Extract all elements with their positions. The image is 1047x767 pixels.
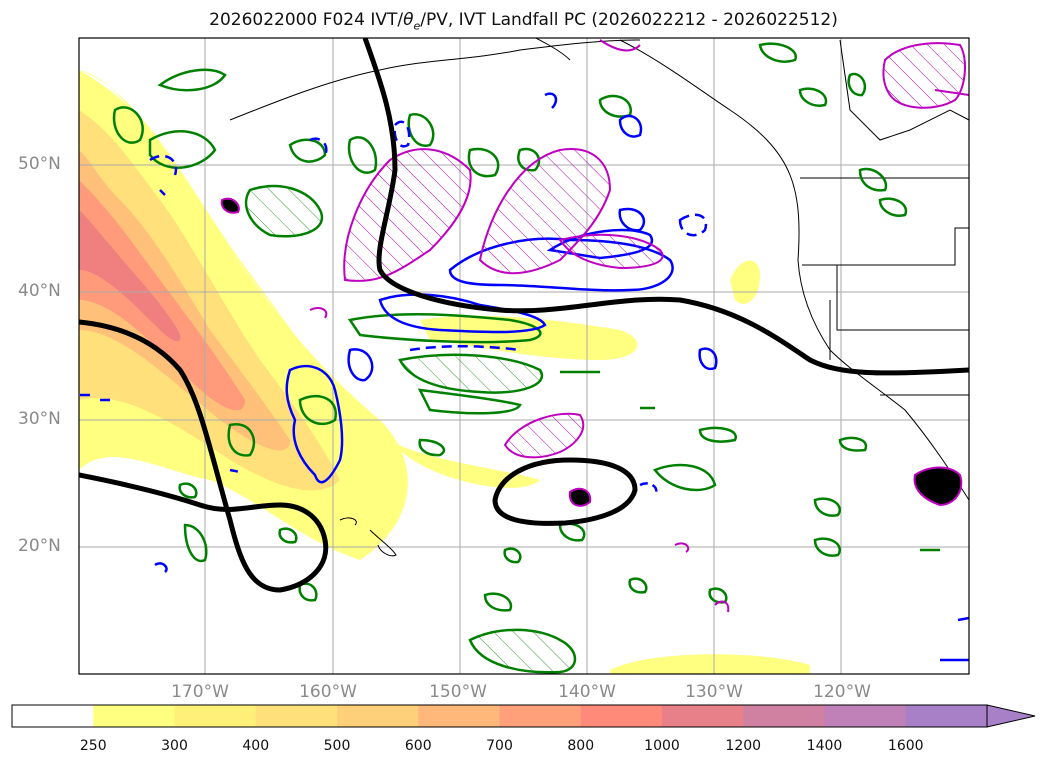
colorbar-tick-label: 300 [161, 738, 188, 754]
colorbar-segment [905, 705, 988, 727]
colorbar-tick-label: 800 [567, 738, 595, 754]
colorbar-segment [743, 705, 825, 727]
colorbar-tick-label: 500 [323, 738, 351, 754]
lat-label-50: 50°N [18, 154, 61, 174]
colorbar-tick-label: 250 [79, 738, 107, 754]
landfall-pc-contours [220, 39, 969, 613]
lat-label-20: 20°N [18, 536, 61, 556]
colorbar-segment [93, 705, 175, 727]
colorbar-tick-label: 700 [486, 738, 513, 754]
lon-label-170: 170°W [171, 682, 229, 702]
colorbar-segment [337, 705, 419, 727]
colorbar-segment [499, 705, 582, 727]
colorbar-tick-label: 1000 [644, 738, 680, 754]
lat-label-30: 30°N [18, 409, 61, 429]
lon-label-140: 140°W [558, 682, 616, 702]
colorbar-segment [662, 705, 744, 727]
lon-label-130: 130°W [685, 682, 743, 702]
lat-label-40: 40°N [18, 281, 61, 301]
colorbar-segment [824, 705, 907, 727]
lon-label-160: 160°W [299, 682, 357, 702]
colorbar-extend-arrow [986, 704, 1036, 728]
colorbar-segment [255, 705, 338, 727]
colorbar-tick-label: 400 [242, 738, 270, 754]
title-theta: θ [403, 10, 414, 30]
colorbar-segment [12, 705, 94, 727]
lon-label-150: 150°W [429, 682, 487, 702]
title-rest: /PV, IVT Landfall PC (2026022212 - 20260… [420, 10, 838, 30]
map-layers [79, 38, 969, 674]
colorbar-segment [418, 705, 500, 727]
theta-e-contours [112, 42, 940, 674]
colorbar-tick-label: 1200 [725, 738, 762, 754]
map-title: 2026022000 F024 IVT/θe/PV, IVT Landfall … [0, 10, 1047, 32]
colorbar [11, 704, 1036, 728]
colorbar-segment [174, 705, 257, 727]
colorbar-tick-label: 600 [404, 738, 432, 754]
title-theta-sub: e [413, 19, 421, 33]
colorbar-frame [11, 704, 988, 728]
title-run: 2026022000 F024 IVT/ [209, 10, 404, 30]
colorbar-tick-label: 1400 [806, 738, 843, 754]
pv-contours [80, 92, 969, 662]
colorbar-boxes [12, 705, 988, 727]
ivt-black-contours [79, 38, 969, 593]
map-frame [78, 37, 970, 675]
colorbar-tick-label: 1600 [887, 738, 924, 754]
coastlines [229, 38, 969, 557]
lon-label-120: 120°W [813, 682, 871, 702]
colorbar-segment [580, 705, 663, 727]
graticule [79, 38, 969, 674]
